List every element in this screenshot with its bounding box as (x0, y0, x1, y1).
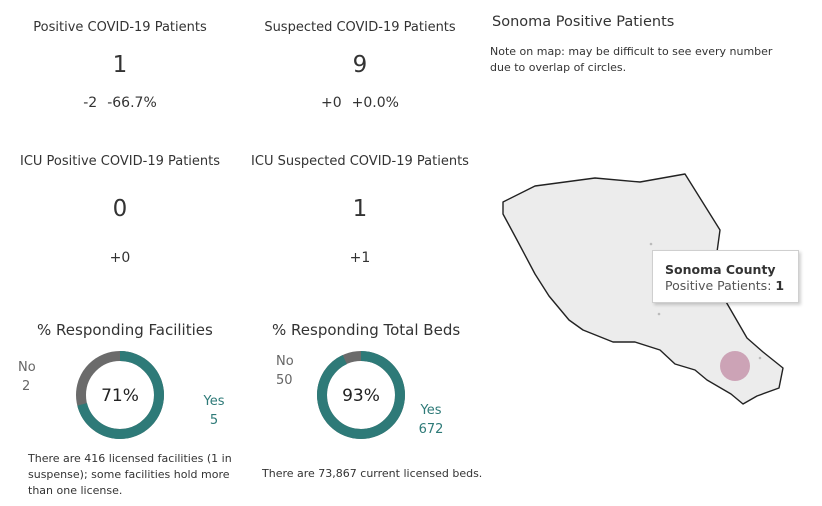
icu-suspected-value: 1 (352, 196, 368, 222)
suspected-patients-title: Suspected COVID-19 Patients (264, 20, 456, 35)
map-dot (758, 356, 762, 360)
facilities-yes-arc[interactable] (76, 351, 164, 439)
facilities-title: % Responding Facilities (37, 321, 213, 339)
positive-change-pct: -66.7% (107, 95, 157, 111)
beds-no-text: No (276, 354, 294, 369)
beds-yes-count: 672 (418, 422, 444, 437)
beds-title: % Responding Total Beds (272, 321, 461, 339)
facilities-percent: 71% (101, 386, 139, 406)
map-note: Note on map: may be difficult to see eve… (490, 45, 773, 74)
icu-positive-value: 0 (112, 196, 128, 222)
icu-suspected-change: +1 (349, 250, 371, 266)
positive-patients-value: 1 (112, 52, 128, 78)
suspected-patients-change: +0 +0.0% (250, 95, 470, 111)
beds-note: There are 73,867 current licensed beds. (262, 467, 483, 480)
icu-positive-title: ICU Positive COVID-19 Patients (20, 154, 221, 169)
sonoma-map[interactable] (495, 170, 795, 410)
facilities-yes-text: Yes (203, 394, 225, 409)
tooltip-metric: Positive Patients: 1 (665, 278, 784, 294)
beds-yes-arc[interactable] (317, 351, 405, 439)
positive-patients-bubble[interactable] (720, 351, 750, 381)
positive-patients-change: -2 -66.7% (20, 95, 220, 111)
tooltip-metric-value: 1 (775, 278, 785, 293)
beds-yes-label: Yes 672 (418, 401, 444, 439)
beds-no-label: No 50 (276, 352, 294, 390)
positive-change-abs: -2 (83, 95, 98, 111)
map-title: Sonoma Positive Patients (492, 14, 675, 30)
sonoma-county-shape[interactable] (502, 173, 784, 405)
facilities-yes-count: 5 (209, 413, 219, 428)
facilities-no-text: No (18, 360, 36, 375)
tooltip-county: Sonoma County (665, 262, 776, 277)
facilities-donut[interactable]: 71% (75, 350, 165, 440)
facilities-no-count: 2 (22, 379, 31, 394)
icu-positive-change: +0 (109, 250, 131, 266)
positive-patients-title: Positive COVID-19 Patients (33, 20, 207, 35)
map-dot (649, 242, 653, 246)
facilities-no-label: No 2 (18, 358, 36, 396)
beds-donut[interactable]: 93% (316, 350, 406, 440)
beds-percent: 93% (342, 386, 380, 406)
facilities-yes-label: Yes 5 (203, 392, 225, 430)
facilities-note: There are 416 licensed facilities (1 in … (28, 452, 232, 497)
beds-yes-text: Yes (420, 403, 442, 418)
map-tooltip: Sonoma County Positive Patients: 1 (652, 250, 800, 303)
suspected-patients-value: 9 (352, 52, 368, 78)
map-dot (657, 312, 661, 316)
suspected-change-abs: +0 (321, 95, 342, 111)
tooltip-metric-label: Positive Patients: (665, 278, 772, 293)
beds-no-count: 50 (276, 373, 293, 388)
icu-suspected-title: ICU Suspected COVID-19 Patients (251, 154, 469, 169)
suspected-change-pct: +0.0% (351, 95, 399, 111)
